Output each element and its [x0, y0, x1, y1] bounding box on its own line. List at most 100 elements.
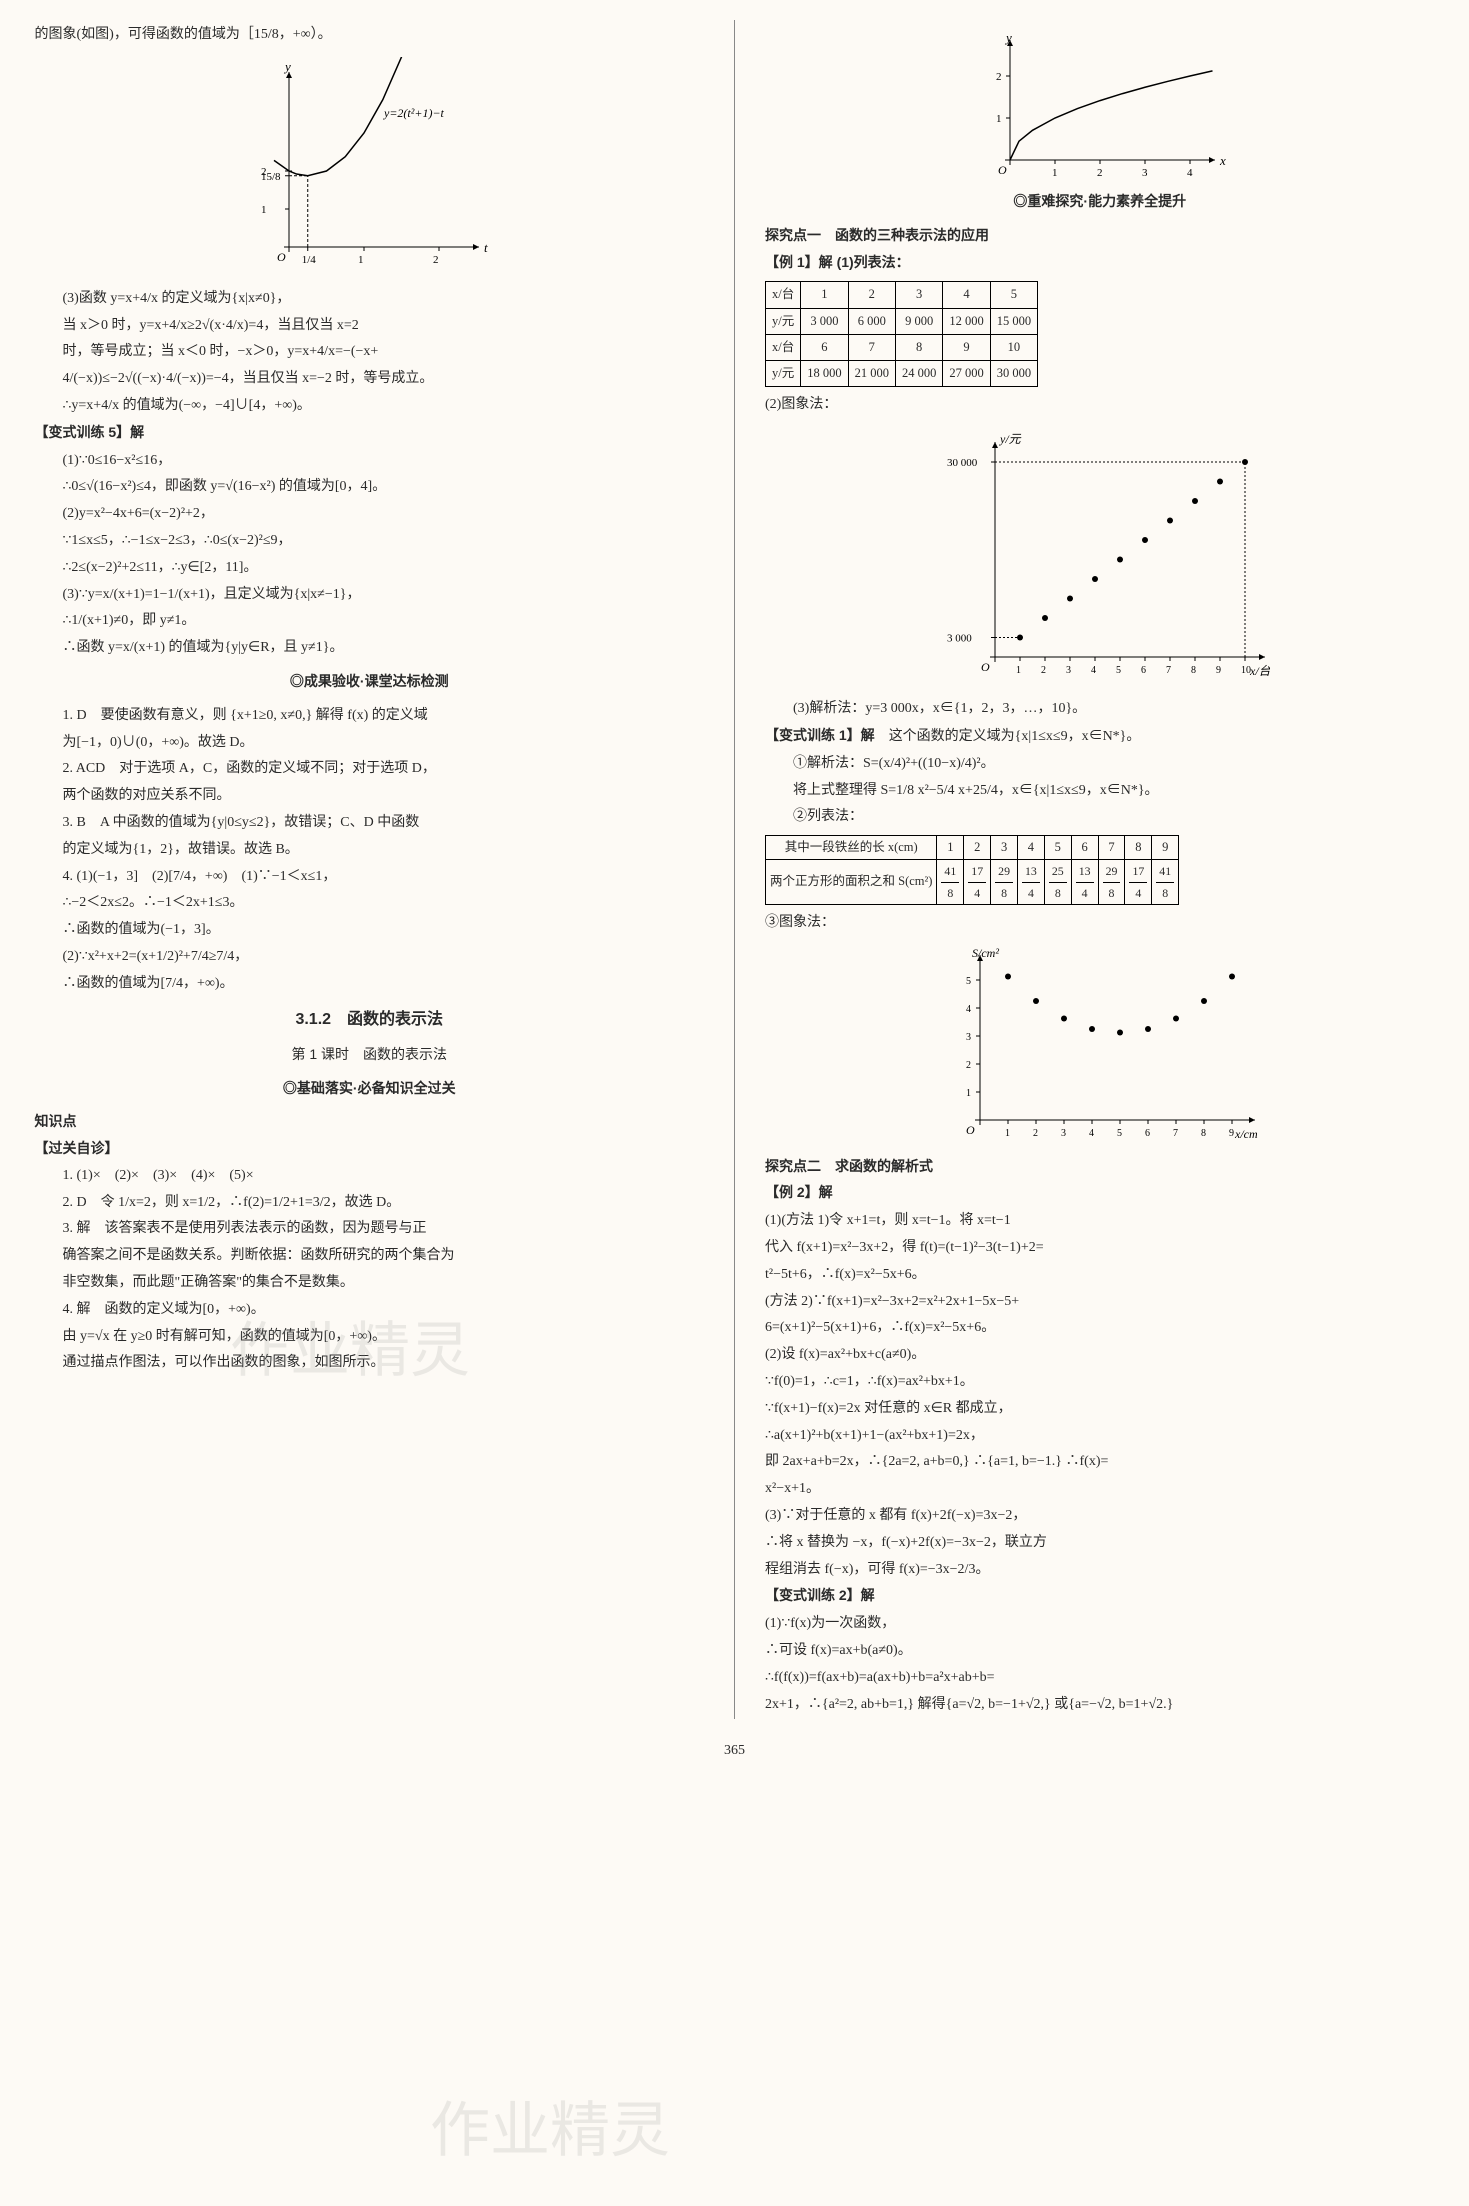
svg-text:10: 10 — [1241, 665, 1251, 676]
chart-scatter-1: Ox/台y/元123456789103 00030 000 — [930, 427, 1270, 687]
chengguo-body: 1. D 要使函数有意义，则 {x+1≥0, x≠0,} 解得 f(x) 的定义… — [35, 704, 705, 996]
table-cell: 8 — [895, 334, 942, 360]
table-cell: 6 — [801, 334, 848, 360]
tanjiu1: 探究点一 函数的三种表示法的应用 — [765, 224, 1435, 248]
text-line: 确答案之间不是函数关系。判断依据：函数所研究的两个集合为 — [35, 1244, 705, 1268]
bianshi2-body: (1)∵f(x)为一次函数，∴可设 f(x)=ax+b(a≠0)。∴f(f(x)… — [765, 1612, 1435, 1716]
svg-text:3 000: 3 000 — [947, 633, 972, 645]
bianshi1-title: 【变式训练 1】解 — [765, 727, 875, 743]
table-cell: 174 — [964, 860, 991, 904]
table-header: 两个正方形的面积之和 S(cm²) — [766, 860, 937, 904]
bianshi1-body: ①解析法：S=(x/4)²+((10−x)/4)²。将上式整理得 S=1/8 x… — [765, 752, 1435, 829]
svg-text:1: 1 — [996, 113, 1002, 125]
li2-label: 【例 2】解 — [765, 1184, 833, 1200]
bianshi5-body: (1)∵0≤16−x²≤16，∴0≤√(16−x²)≤4，即函数 y=√(16−… — [35, 449, 705, 660]
text-line: ∴函数的值域为[7/4，+∞)。 — [35, 972, 705, 996]
table-cell: y/元 — [766, 361, 801, 387]
table-cell: 2 — [964, 836, 991, 860]
text-line: x²−x+1。 — [765, 1477, 1435, 1501]
text-line: ①解析法：S=(x/4)²+((10−x)/4)²。 — [765, 752, 1435, 776]
text-line: ∵1≤x≤5，∴−1≤x−2≤3，∴0≤(x−2)²≤9， — [35, 529, 705, 553]
text-line: t²−5t+6，∴f(x)=x²−5x+6。 — [765, 1263, 1435, 1287]
text-line: 将上式整理得 S=1/8 x²−5/4 x+25/4，x∈{x|1≤x≤9，x∈… — [765, 779, 1435, 803]
svg-text:y/元: y/元 — [999, 432, 1022, 446]
table-cell: 3 — [991, 836, 1018, 860]
bianshi5-title: 【变式训练 5】解 — [35, 424, 145, 440]
svg-text:3: 3 — [1061, 1128, 1066, 1139]
table-cell: 9 — [943, 334, 990, 360]
table-cell: 4 — [1018, 836, 1045, 860]
text-line: 非空数集，而此题"正确答案"的集合不是数集。 — [35, 1271, 705, 1295]
table-cell: 7 — [1098, 836, 1125, 860]
svg-text:1/4: 1/4 — [302, 254, 317, 266]
svg-text:5: 5 — [1117, 1128, 1122, 1139]
tuxiangfa3: ③图象法： — [765, 911, 1435, 935]
watermark-2: 作业精灵 — [430, 2080, 670, 2182]
text-line: ∴函数 y=x/(x+1) 的值域为{y|y∈R，且 y≠1}。 — [35, 636, 705, 660]
li1-label: 【例 1】解 (1)列表法： — [765, 254, 910, 270]
svg-text:7: 7 — [1166, 665, 1171, 676]
block-3: (3)函数 y=x+4/x 的定义域为{x|x≠0}，当 x＞0 时，y=x+4… — [35, 287, 705, 418]
table-cell: 12 000 — [943, 308, 990, 334]
text-line: 2. ACD 对于选项 A，C，函数的定义域不同；对于选项 D， — [35, 757, 705, 781]
text-line: 4/(−x))≤−2√((−x)·4/(−x))=−4，当且仅当 x=−2 时，… — [35, 367, 705, 391]
page-number: 365 — [30, 1739, 1439, 1763]
svg-text:2: 2 — [1033, 1128, 1038, 1139]
text-line: ∴1/(x+1)≠0，即 y≠1。 — [35, 609, 705, 633]
zhongnan-title: ◎重难探究·能力素养全提升 — [765, 190, 1435, 214]
svg-text:1: 1 — [966, 1088, 971, 1099]
svg-text:y: y — [283, 59, 291, 74]
table-cell: 6 — [1071, 836, 1098, 860]
intro-text: 的图象(如图)，可得函数的值域为［15/8，+∞）。 — [35, 23, 705, 47]
table-2: 其中一段铁丝的长 x(cm)123456789两个正方形的面积之和 S(cm²)… — [765, 835, 1179, 905]
svg-text:S/cm²: S/cm² — [972, 946, 999, 960]
text-line: 4. 解 函数的定义域为[0，+∞)。 — [35, 1298, 705, 1322]
text-line: 3. B A 中函数的值域为{y|0≤y≤2}，故错误；C、D 中函数 — [35, 811, 705, 835]
svg-text:5: 5 — [966, 976, 971, 987]
table-cell: 134 — [1071, 860, 1098, 904]
svg-text:1: 1 — [1016, 665, 1021, 676]
svg-text:t: t — [484, 240, 488, 255]
svg-text:3: 3 — [1142, 167, 1148, 179]
svg-text:8: 8 — [1201, 1128, 1206, 1139]
table-cell: 298 — [991, 860, 1018, 904]
text-line: 通过描点作图法，可以作出函数的图象，如图所示。 — [35, 1351, 705, 1375]
text-line: 当 x＞0 时，y=x+4/x≥2√(x·4/x)=4，当且仅当 x=2 — [35, 314, 705, 338]
table-cell: 298 — [1098, 860, 1125, 904]
text-line: (2)设 f(x)=ax²+bx+c(a≠0)。 — [765, 1343, 1435, 1367]
chart-sqrt: Oxy123412 — [970, 30, 1230, 180]
tuxiangfa-label: (2)图象法： — [765, 393, 1435, 417]
text-line: 6=(x+1)²−5(x+1)+6，∴f(x)=x²−5x+6。 — [765, 1316, 1435, 1340]
text-line: 的定义域为{1，2}，故错误。故选 B。 — [35, 838, 705, 862]
svg-text:2: 2 — [1097, 167, 1103, 179]
text-line: 即 2ax+a+b=2x，∴{2a=2, a+b=0,} ∴{a=1, b=−1… — [765, 1450, 1435, 1474]
table-cell: 27 000 — [943, 361, 990, 387]
chengguo-title: ◎成果验收·课堂达标检测 — [35, 670, 705, 694]
table-cell: 21 000 — [848, 361, 895, 387]
text-line: 代入 f(x+1)=x²−3x+2，得 f(t)=(t−1)²−3(t−1)+2… — [765, 1236, 1435, 1260]
svg-text:3: 3 — [966, 1032, 971, 1043]
svg-text:6: 6 — [1145, 1128, 1150, 1139]
table-cell: x/台 — [766, 282, 801, 308]
text-line: ∴2≤(x−2)²+2≤11，∴y∈[2，11]。 — [35, 556, 705, 580]
text-line: (3)∵y=x/(x+1)=1−1/(x+1)，且定义域为{x|x≠−1}， — [35, 583, 705, 607]
table-cell: 1 — [937, 836, 964, 860]
text-line: ∴−2＜2x≤2。∴−1＜2x+1≤3。 — [35, 891, 705, 915]
text-line: ∴a(x+1)²+b(x+1)+1−(ax²+bx+1)=2x， — [765, 1424, 1435, 1448]
svg-text:2: 2 — [261, 166, 267, 178]
text-line: (1)∵0≤16−x²≤16， — [35, 449, 705, 473]
svg-text:4: 4 — [1089, 1128, 1094, 1139]
text-line: ∴将 x 替换为 −x，f(−x)+2f(x)=−3x−2，联立方 — [765, 1531, 1435, 1555]
svg-text:6: 6 — [1141, 665, 1146, 676]
guoguan-body: 1. (1)× (2)× (3)× (4)× (5)×2. D 令 1/x=2，… — [35, 1164, 705, 1375]
svg-text:9: 9 — [1216, 665, 1221, 676]
svg-text:4: 4 — [966, 1004, 971, 1015]
text-line: 2. D 令 1/x=2，则 x=1/2，∴f(2)=1/2+1=3/2，故选 … — [35, 1191, 705, 1215]
text-line: 4. (1)(−1，3] (2)[7/4，+∞) (1)∵−1＜x≤1， — [35, 865, 705, 889]
svg-text:O: O — [981, 660, 990, 674]
text-line: (1)(方法 1)令 x+1=t，则 x=t−1。将 x=t−1 — [765, 1209, 1435, 1233]
svg-text:x/cm: x/cm — [1234, 1127, 1258, 1141]
svg-text:y=2(t²+1)−t: y=2(t²+1)−t — [383, 106, 445, 120]
svg-text:1: 1 — [358, 254, 364, 266]
svg-text:2: 2 — [433, 254, 439, 266]
